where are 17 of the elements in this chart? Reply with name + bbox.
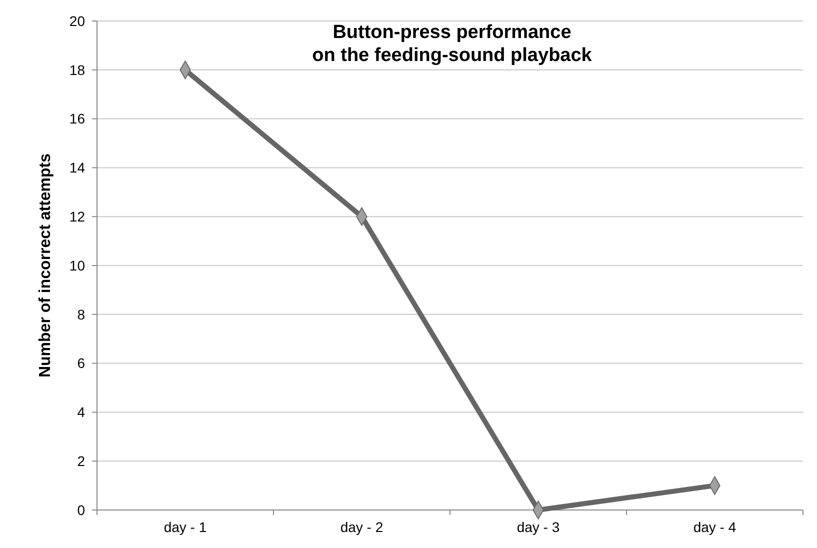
y-tick-label: 20	[69, 12, 86, 29]
y-tick-label: 12	[69, 208, 86, 224]
y-axis-title: Number of incorrect attempts	[37, 153, 54, 378]
y-tick-label: 0	[77, 502, 86, 518]
x-tick-label: day - 1	[164, 519, 207, 535]
y-tick-label: 4	[77, 404, 86, 420]
y-tick-label: 10	[69, 257, 86, 274]
y-tick-label: 8	[77, 306, 86, 322]
y-tick-label: 2	[77, 453, 86, 469]
y-tick-label: 16	[69, 110, 86, 127]
text: Button-press performance on the feeding-sound playback	[312, 22, 592, 66]
x-tick-label: day - 2	[340, 519, 384, 535]
y-tick-label: 6	[77, 355, 86, 372]
x-tick-label: day - 3	[516, 519, 560, 535]
x-tick-label: day - 4	[693, 519, 736, 535]
y-tick-label: 18	[69, 62, 86, 78]
y-tick-label: 14	[69, 160, 86, 176]
